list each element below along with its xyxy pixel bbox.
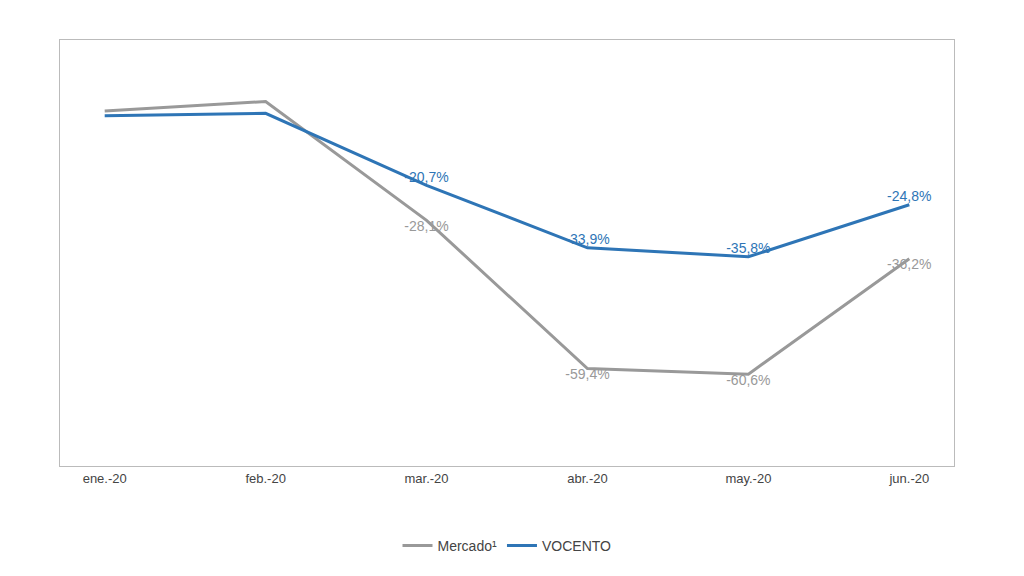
svg-text:-36,2%: -36,2%: [887, 256, 931, 272]
svg-text:-60,6%: -60,6%: [726, 372, 770, 388]
svg-text:Mercado¹: Mercado¹: [438, 538, 497, 554]
svg-text:may.-20: may.-20: [725, 471, 771, 486]
svg-text:-20,7%: -20,7%: [404, 169, 448, 185]
svg-text:abr.-20: abr.-20: [567, 471, 607, 486]
svg-text:ene.-20: ene.-20: [83, 471, 127, 486]
svg-text:jun.-20: jun.-20: [888, 471, 929, 486]
svg-text:VOCENTO: VOCENTO: [542, 538, 611, 554]
svg-text:-33,9%: -33,9%: [565, 231, 609, 247]
svg-text:feb.-20: feb.-20: [245, 471, 285, 486]
svg-text:mar.-20: mar.-20: [405, 471, 449, 486]
svg-text:-24,8%: -24,8%: [887, 188, 931, 204]
svg-text:-59,4%: -59,4%: [565, 366, 609, 382]
svg-text:-35,8%: -35,8%: [726, 240, 770, 256]
svg-text:-28,1%: -28,1%: [404, 218, 448, 234]
